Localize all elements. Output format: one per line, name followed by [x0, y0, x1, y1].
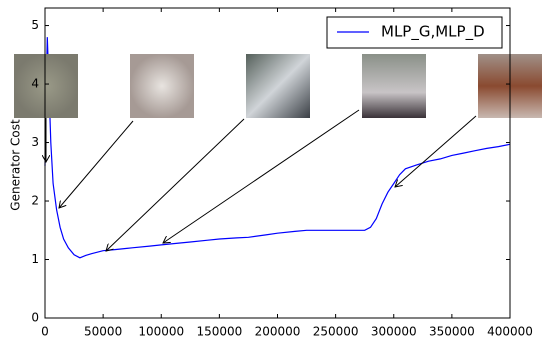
- x-tick-label: 400000: [487, 325, 533, 339]
- y-tick-label: 2: [31, 194, 39, 208]
- arrow: [163, 109, 360, 243]
- sample-image: [362, 54, 426, 118]
- y-tick-label: 1: [31, 252, 39, 266]
- x-tick-label: 200000: [255, 325, 301, 339]
- arrows: [46, 109, 477, 251]
- legend-label: MLP_G,MLP_D: [381, 23, 485, 42]
- x-tick-label: 150000: [196, 325, 242, 339]
- x-tick-label: 50000: [84, 325, 122, 339]
- x-tick-label: 0: [41, 325, 49, 339]
- sample-image: [14, 54, 78, 118]
- y-tick-label: 0: [31, 311, 39, 325]
- x-tick-label: 300000: [371, 325, 417, 339]
- arrow: [59, 120, 134, 208]
- y-axis-label: Generator Cost: [9, 119, 23, 211]
- arrow: [106, 118, 245, 251]
- y-tick-label: 5: [31, 18, 39, 32]
- y-tick-label: 3: [31, 135, 39, 149]
- arrow: [395, 115, 477, 187]
- thumbnails: [14, 54, 542, 118]
- x-tick-label: 100000: [138, 325, 184, 339]
- x-tick-label: 250000: [313, 325, 359, 339]
- x-tick-label: 350000: [429, 325, 475, 339]
- data-line: [44, 37, 511, 259]
- sample-image: [246, 54, 310, 118]
- y-tick-label: 4: [31, 77, 39, 91]
- sample-image: [130, 54, 194, 118]
